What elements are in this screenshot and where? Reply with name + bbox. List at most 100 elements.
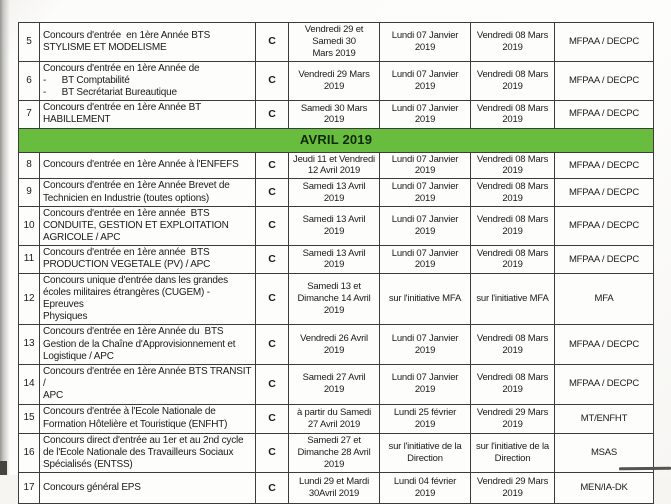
date-3: Vendredi 08 Mars 2019 (470, 324, 555, 365)
ministry: MFPAA / DECPC (554, 100, 654, 129)
date-3: Vendredi 08 Mars 2019 (470, 178, 555, 207)
table-row: 7 Concours d'entrée en 1ère Année BT HAB… (18, 100, 654, 129)
table-row: 16 Concours direct d'entrée au 1er et au… (18, 432, 654, 474)
date-2: Lundi 07 Janvier 2019 (379, 60, 471, 102)
exam-type: C (255, 403, 289, 434)
exam-name: Concours d'entrée en 1ère Année du BTS G… (39, 324, 256, 365)
scan-bottom-edge-artifact (618, 466, 671, 471)
exam-name: Concours d'entrée en 1ère Année BT HABIL… (39, 100, 256, 129)
exam-type: C (255, 432, 289, 474)
exam-date: Samedi 30 Mars 2019 (288, 100, 380, 129)
date-3: Vendredi 08 Mars 2019 (470, 22, 555, 62)
exam-name: Concours d'entrée en 1ère Année à l'ENFE… (39, 151, 256, 180)
month-section-row: AVRIL 2019 (18, 127, 654, 153)
exam-type: C (255, 272, 289, 326)
ministry: MFPAA / DECPC (554, 178, 654, 207)
ministry: MEN/IA-DK (554, 472, 654, 504)
ministry: MFPAA / DECPC (554, 363, 654, 405)
table-row: 6 Concours d'entrée en 1ère Année de - B… (18, 60, 654, 102)
exam-date: Samedi 13 Avril 2019 (288, 205, 380, 247)
exam-type: C (255, 472, 289, 504)
date-2: Lundi 04 février 2019 (379, 472, 471, 504)
row-number: 6 (18, 60, 40, 102)
row-number: 12 (18, 272, 40, 326)
date-2: sur l'initiative MFA (379, 272, 471, 326)
ministry: MFPAA / DECPC (554, 324, 654, 365)
date-3: Vendredi 08 Mars 2019 (470, 245, 555, 274)
date-3: Vendredi 08 Mars 2019 (470, 100, 555, 129)
row-number: 10 (18, 205, 40, 247)
exam-date: Vendredi 29 et Samedi 30 Mars 2019 (288, 22, 380, 62)
date-3: Vendredi 08 Mars 2019 (470, 60, 555, 102)
scan-corner-artifact (0, 461, 7, 475)
month-section-header: AVRIL 2019 (18, 127, 654, 153)
exam-date: Samedi 27 Avril 2019 (288, 363, 380, 405)
ministry: MFPAA / DECPC (554, 60, 654, 102)
date-3: sur l'initiative MFA (470, 272, 555, 326)
ministry: MFPAA / DECPC (554, 22, 654, 62)
row-number: 5 (18, 22, 40, 62)
table-row: 8 Concours d'entrée en 1ère Année à l'EN… (18, 151, 654, 180)
exam-name: Concours d'entrée en 1ère Année de - BT … (39, 60, 256, 102)
exam-name: Concours d'entrée en 1ère Année Brevet d… (39, 178, 256, 207)
exam-date: Samedi 13 Avril 2019 (288, 178, 380, 207)
date-2: Lundi 25 février 2019 (379, 403, 471, 434)
date-3: Vendredi 08 Mars 2019 (470, 205, 555, 247)
date-2: Lundi 07 Janvier 2019 (379, 100, 471, 129)
date-2: Lundi 07 Janvier 2019 (379, 22, 471, 62)
exam-date: Samedi 27 et Dimanche 28 Avril 2019 (288, 432, 380, 474)
row-number: 14 (18, 363, 40, 405)
date-2: Lundi 07 Janvier 2019 (379, 324, 471, 365)
ministry: MT/ENFHT (554, 403, 654, 434)
table-row: 10 Concours d'entrée en 1ère année BTS C… (18, 205, 654, 247)
date-2: Lundi 07 Janvier 2019 (379, 178, 471, 207)
exam-type: C (255, 60, 289, 102)
exam-type: C (255, 245, 289, 274)
row-number: 9 (18, 178, 40, 207)
exam-date: Lundi 29 et Mardi 30Avril 2019 (288, 472, 380, 504)
exam-type: C (255, 22, 289, 62)
exam-date: à partir du Samedi 27 Avril 2019 (288, 403, 380, 434)
exam-date: Vendredi 26 Avril 2019 (288, 324, 380, 365)
ministry: MFPAA / DECPC (554, 205, 654, 247)
row-number: 11 (18, 245, 40, 274)
exam-type: C (255, 178, 289, 207)
table-row: 17 Concours général EPS C Lundi 29 et Ma… (18, 472, 654, 504)
row-number: 17 (18, 472, 40, 504)
exam-name: Concours d'entrée en 1ère année BTS PROD… (39, 245, 256, 274)
table-row: 5 Concours d'entrée en 1ère Année BTS ST… (18, 22, 654, 62)
date-2: Lundi 07 Janvier 2019 (379, 363, 471, 405)
exam-date: Samedi 13 Avril 2019 (288, 245, 380, 274)
table-row: 13 Concours d'entrée en 1ère Année du BT… (18, 324, 654, 365)
date-2: sur l'initiative de la Direction (379, 432, 471, 474)
date-3: Vendredi 08 Mars 2019 (470, 151, 555, 180)
date-3: Vendredi 08 Mars 2019 (470, 363, 555, 405)
date-3: sur l'initiative de la Direction (470, 432, 555, 474)
exam-type: C (255, 151, 289, 180)
ministry: MFA (554, 272, 654, 326)
table-row: 9 Concours d'entrée en 1ère Année Brevet… (18, 178, 654, 207)
exam-name: Concours d'entrée en 1ère année BTS COND… (39, 205, 256, 247)
scan-left-edge-shadow (0, 0, 10, 475)
date-3: Vendredi 29 Mars 2019 (470, 403, 555, 434)
table-row: 12 Concours unique d'entrée dans les gra… (18, 272, 654, 326)
row-number: 16 (18, 432, 40, 474)
exam-type: C (255, 324, 289, 365)
exam-date: Samedi 13 et Dimanche 14 Avril 2019 (288, 272, 380, 326)
exam-name: Concours unique d'entrée dans les grande… (39, 272, 256, 326)
row-number: 15 (18, 403, 40, 434)
exam-type: C (255, 100, 289, 129)
exam-type: C (255, 205, 289, 247)
exam-date: Vendredi 29 Mars 2019 (288, 60, 380, 102)
row-number: 13 (18, 324, 40, 365)
table-row: 15 Concours d'entrée à l'Ecole Nationale… (18, 403, 654, 434)
ministry: MSAS (554, 432, 654, 474)
row-number: 7 (18, 100, 40, 129)
table-row: 14 Concours d'entrée en 1ère Année BTS T… (18, 363, 654, 405)
exam-name: Concours d'entrée en 1ère Année BTS TRAN… (39, 363, 256, 405)
ministry: MFPAA / DECPC (554, 245, 654, 274)
exam-name: Concours direct d'entrée au 1er et au 2n… (39, 432, 256, 474)
date-3: Vendredi 29 Mars 2019 (470, 472, 555, 504)
exam-name: Concours général EPS (39, 472, 256, 504)
exam-schedule-table: 5 Concours d'entrée en 1ère Année BTS ST… (18, 22, 654, 504)
